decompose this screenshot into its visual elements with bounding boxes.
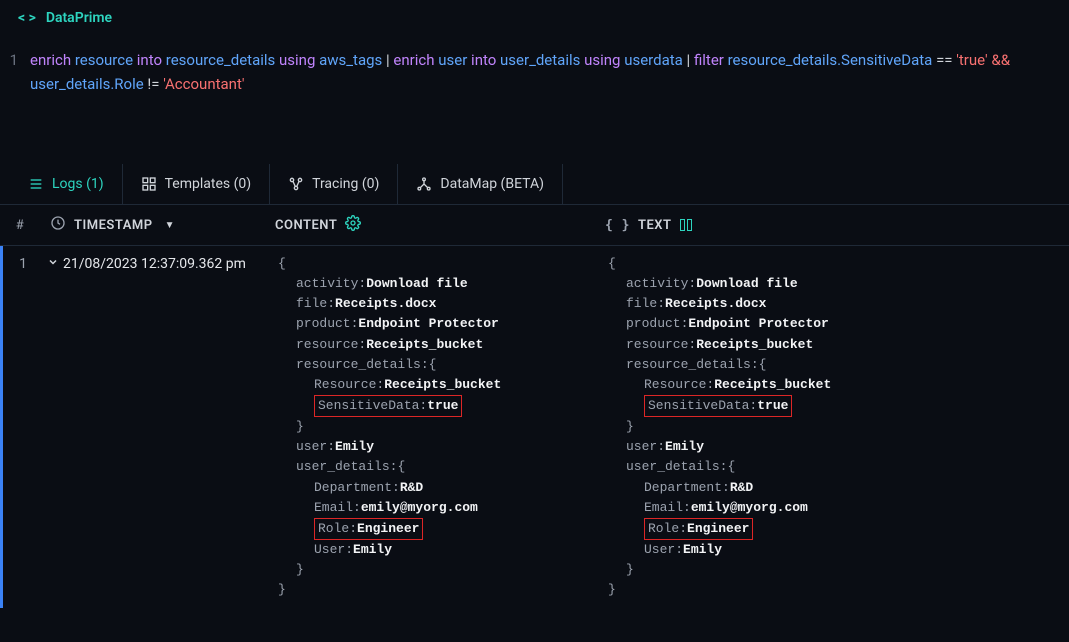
row-timestamp: 21/08/2023 12:37:09.362 pm bbox=[63, 254, 278, 272]
content-json: {activity:Download filefile:Receipts.doc… bbox=[278, 254, 608, 600]
query-token: into bbox=[137, 51, 162, 69]
tab-label: Tracing (0) bbox=[312, 176, 379, 192]
templates-icon bbox=[141, 176, 157, 192]
col-header-text[interactable]: { } TEXT bbox=[605, 218, 1069, 233]
table-row: 1 21/08/2023 12:37:09.362 pm {activity:D… bbox=[0, 246, 1069, 608]
text-json: {activity:Download filefile:Receipts.doc… bbox=[608, 254, 1069, 600]
query-token: into bbox=[471, 51, 496, 69]
tab-templates[interactable]: Templates (0) bbox=[123, 164, 271, 204]
code-brackets-icon: < > bbox=[18, 10, 36, 26]
query-token: != bbox=[147, 75, 159, 93]
tab-logs[interactable]: Logs (1) bbox=[10, 164, 123, 204]
tab-label: DataMap (BETA) bbox=[440, 176, 544, 192]
tracing-icon bbox=[288, 176, 304, 192]
query-token: aws_tags bbox=[319, 51, 382, 69]
tab-tracing[interactable]: Tracing (0) bbox=[270, 164, 398, 204]
query-token: filter bbox=[694, 51, 724, 69]
query-token: using bbox=[584, 51, 620, 69]
query-token: resource_details bbox=[166, 51, 276, 69]
timestamp-label: TIMESTAMP bbox=[74, 218, 153, 233]
col-header-content[interactable]: CONTENT bbox=[275, 215, 605, 235]
query-token: 'Accountant' bbox=[163, 75, 244, 93]
query-token: | bbox=[386, 51, 390, 69]
query-token: enrich bbox=[393, 51, 434, 69]
query-token: == bbox=[936, 51, 952, 69]
query-token: resource_details.SensitiveData bbox=[728, 51, 933, 69]
expand-caret-icon[interactable] bbox=[43, 254, 63, 272]
query-token: using bbox=[279, 51, 315, 69]
app-title: DataPrime bbox=[46, 10, 112, 26]
line-number: 1 bbox=[0, 48, 30, 72]
gear-icon[interactable] bbox=[345, 215, 361, 235]
query-token: user bbox=[438, 51, 467, 69]
braces-icon: { } bbox=[605, 218, 630, 233]
text-label: TEXT bbox=[638, 218, 672, 233]
tabs-bar: Logs (1) Templates (0) Tracing (0) DataMap … bbox=[0, 164, 1069, 205]
clock-icon bbox=[50, 215, 66, 235]
tab-datamap[interactable]: DataMap (BETA) bbox=[398, 164, 563, 204]
header: < > DataPrime bbox=[0, 0, 1069, 36]
query-token: | bbox=[687, 51, 691, 69]
col-header-timestamp[interactable]: TIMESTAMP ▼ bbox=[40, 215, 275, 235]
table-header: # TIMESTAMP ▼ CONTENT { } TEXT bbox=[0, 205, 1069, 246]
query-text[interactable]: enrich resource into resource_details us… bbox=[30, 48, 1069, 96]
tab-label: Logs (1) bbox=[52, 176, 104, 192]
sort-caret-icon: ▼ bbox=[165, 220, 175, 231]
query-token: && bbox=[991, 51, 1010, 69]
columns-icon[interactable] bbox=[680, 219, 692, 231]
row-number: 1 bbox=[3, 254, 43, 272]
query-token: user_details bbox=[500, 51, 580, 69]
query-token: userdata bbox=[624, 51, 683, 69]
datamap-icon bbox=[416, 176, 432, 192]
query-token: user_details.Role bbox=[30, 75, 144, 93]
col-header-num: # bbox=[0, 218, 40, 233]
content-label: CONTENT bbox=[275, 218, 337, 233]
query-token: resource bbox=[75, 51, 133, 69]
query-editor[interactable]: 1 enrich resource into resource_details … bbox=[0, 36, 1069, 114]
query-token: 'true' bbox=[956, 51, 987, 69]
query-token: enrich bbox=[30, 51, 71, 69]
tab-label: Templates (0) bbox=[165, 176, 252, 192]
list-icon bbox=[28, 176, 44, 192]
